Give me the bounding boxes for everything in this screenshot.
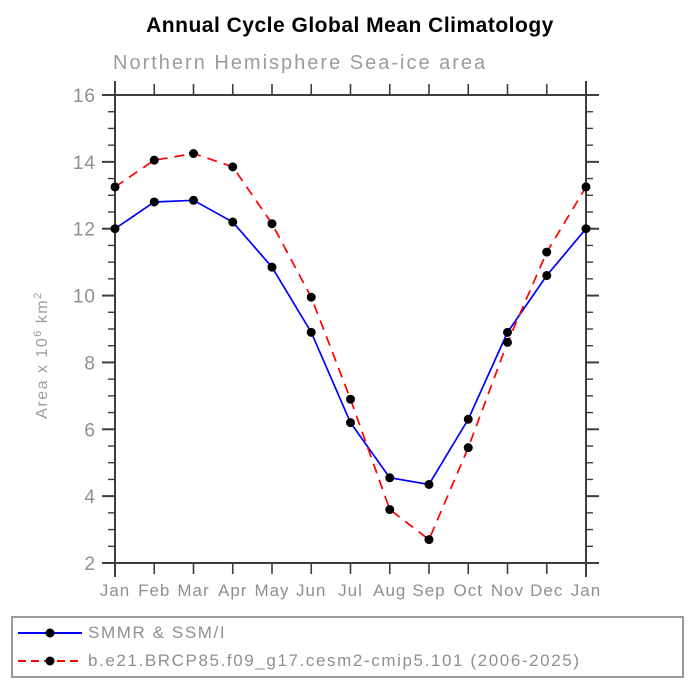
y-tick-label: 12 — [73, 220, 96, 241]
data-point-marker — [463, 414, 473, 424]
x-tick-label: Nov — [491, 581, 524, 600]
legend-model-line-sample-icon — [18, 656, 82, 666]
data-point-marker — [149, 197, 159, 207]
data-point-marker — [581, 224, 591, 234]
x-tick-label: Dec — [530, 581, 563, 600]
data-point-marker — [385, 473, 395, 483]
x-tick-label: Feb — [138, 581, 170, 600]
data-point-marker — [346, 418, 355, 428]
data-point-marker — [110, 182, 120, 192]
data-point-marker — [228, 162, 238, 172]
legend-obs-label: SMMR & SSM/I — [88, 622, 227, 642]
x-tick-label: Apr — [218, 581, 247, 600]
data-point-marker — [424, 479, 434, 489]
data-point-marker — [110, 224, 120, 234]
y-tick-label: 16 — [73, 86, 96, 107]
legend: SMMR & SSM/I b.e21.BRCP85.f09_g17.cesm2-… — [11, 616, 684, 678]
data-point-marker — [424, 535, 434, 545]
y-tick-label: 10 — [73, 287, 96, 308]
x-tick-label: May — [254, 581, 289, 600]
series-line-model — [114, 152, 587, 541]
x-tick-label: Aug — [373, 581, 406, 600]
data-point-marker — [503, 337, 512, 347]
x-tick-label: Jan — [100, 581, 130, 600]
data-point-marker — [228, 217, 238, 227]
data-point-marker — [503, 327, 512, 337]
data-point-marker — [306, 327, 316, 337]
y-tick-label: 2 — [84, 554, 96, 575]
data-point-marker — [267, 219, 277, 229]
y-tick-label: 4 — [84, 487, 96, 508]
data-point-marker — [189, 149, 198, 158]
chart-subtitle: Northern Hemisphere Sea-ice area — [113, 52, 488, 74]
y-tick-label: 14 — [73, 153, 96, 174]
series-line-obs — [114, 199, 587, 486]
data-point-marker — [385, 505, 395, 515]
data-point-marker — [149, 155, 159, 165]
y-tick-label: 6 — [84, 420, 96, 441]
data-point-marker — [542, 271, 552, 281]
data-point-marker — [189, 195, 198, 205]
x-tick-label: Sep — [412, 581, 445, 600]
data-point-marker — [463, 443, 473, 453]
data-point-marker — [306, 292, 316, 302]
x-tick-label: Mar — [177, 581, 209, 600]
data-point-marker — [267, 262, 277, 272]
data-point-marker — [346, 394, 355, 404]
x-tick-label: Jan — [571, 581, 601, 600]
y-tick-label: 8 — [84, 353, 96, 374]
legend-obs-line-sample-icon — [18, 628, 82, 638]
x-tick-label: Jul — [338, 581, 363, 600]
legend-entry-model: b.e21.BRCP85.f09_g17.cesm2-cmip5.101 (20… — [13, 648, 682, 675]
legend-entry-obs: SMMR & SSM/I — [13, 619, 682, 646]
axis-frame — [114, 94, 587, 564]
chart-title: Annual Cycle Global Mean Climatology — [146, 14, 554, 37]
x-tick-label: Jun — [296, 581, 326, 600]
legend-model-label: b.e21.BRCP85.f09_g17.cesm2-cmip5.101 (20… — [88, 651, 581, 671]
data-point-marker — [542, 247, 552, 257]
data-point-marker — [581, 182, 591, 192]
x-tick-label: Oct — [454, 581, 483, 600]
